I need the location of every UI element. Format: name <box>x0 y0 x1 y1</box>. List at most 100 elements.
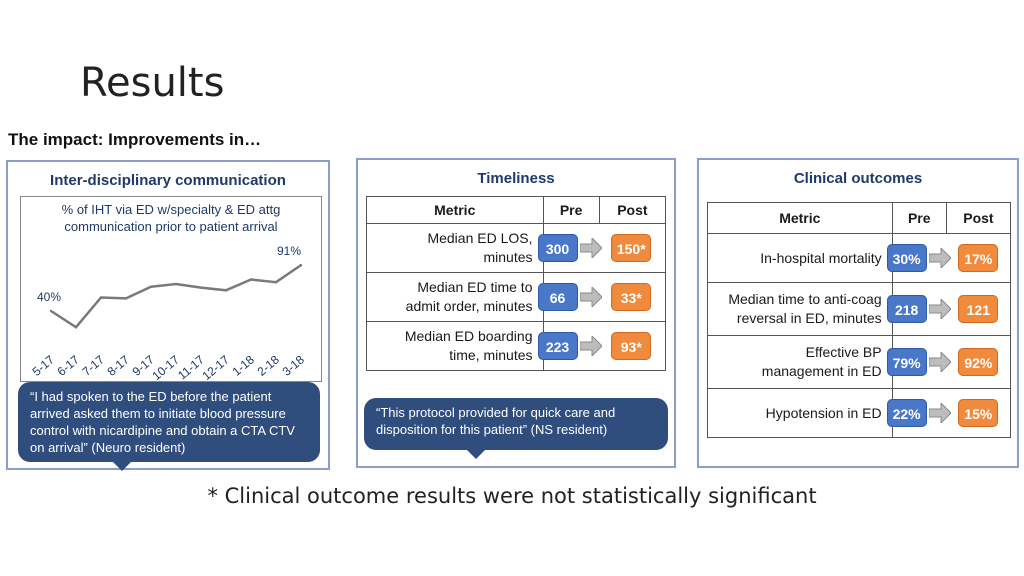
post-value-badge: 92% <box>958 348 999 376</box>
line-chart: 5-176-177-178-179-1710-1711-1712-171-182… <box>30 244 308 381</box>
communication-quote: “I had spoken to the ED before the patie… <box>18 382 320 462</box>
post-value-badge: 93* <box>611 332 652 360</box>
x-tick-label: 1-18 <box>230 352 258 378</box>
chart-caption-line2: communication prior to patient arrival <box>64 219 278 234</box>
clinical-metric: Effective BP management in ED <box>707 335 893 389</box>
communication-chart-frame: % of IHT via ED w/specialty & ED attg co… <box>20 196 322 382</box>
clinical-header-pre: Pre <box>891 202 947 234</box>
metric-line: Hypotension in ED <box>765 404 882 421</box>
data-point <box>49 309 53 313</box>
timeliness-pre-cell: 66 <box>537 272 602 322</box>
data-label: 91% <box>277 244 301 258</box>
timeliness-quote: “This protocol provided for quick care a… <box>364 398 668 450</box>
timeliness-metric: Median ED time to admit order, minutes <box>366 272 544 322</box>
clinical-metric: Median time to anti-coag reversal in ED, … <box>707 282 893 336</box>
metric-line: time, minutes <box>449 347 533 363</box>
timeliness-metric: Median ED boarding time, minutes <box>366 321 544 371</box>
data-point <box>274 281 278 284</box>
metric-line: reversal in ED, minutes <box>736 310 882 326</box>
clinical-metric: In-hospital mortality <box>707 233 893 283</box>
pre-value-badge: 218 <box>886 295 927 323</box>
x-tick-label: 7-17 <box>80 352 108 378</box>
pre-value-badge: 79% <box>886 348 927 376</box>
timeliness-pre-cell: 300 <box>537 223 602 273</box>
right-arrow-icon <box>579 287 602 307</box>
communication-title: Inter-disciplinary communication <box>50 172 286 189</box>
metric-line: minutes <box>483 249 533 265</box>
timeliness-row: Median ED time to admit order, minutes 66… <box>366 272 667 322</box>
x-tick-label: 8-17 <box>105 352 133 378</box>
timeliness-header-row: Metric Pre Post <box>366 196 667 224</box>
communication-panel: Inter-disciplinary communication % of IH… <box>6 160 330 471</box>
metric-line: management in ED <box>761 363 882 379</box>
metric-line: Effective BP <box>805 344 882 360</box>
data-point <box>174 282 178 286</box>
metric-line: admit order, minutes <box>405 298 533 314</box>
post-value-badge: 15% <box>958 399 999 427</box>
pre-value-badge: 300 <box>537 234 578 262</box>
clinical-title: Clinical outcomes <box>793 170 923 187</box>
series-line <box>50 264 302 329</box>
timeliness-header-pre: Pre <box>542 196 600 224</box>
pre-value-badge: 30% <box>886 244 927 272</box>
clinical-post-cell: 17% <box>946 233 1012 283</box>
clinical-table: Metric Pre Post In-hospital mortality 30… <box>707 202 1012 438</box>
clinical-pre-cell: 30% <box>886 233 951 283</box>
chart-caption-line1: % of IHT via ED w/specialty & ED attg <box>61 202 281 217</box>
data-point <box>299 263 303 267</box>
metric-line: Median ED time to <box>417 279 533 295</box>
timeliness-post-cell: 150* <box>599 223 667 273</box>
timeliness-post-cell: 93* <box>599 321 667 371</box>
clinical-row: Median time to anti-coag reversal in ED, … <box>707 282 1012 336</box>
timeliness-title: Timeliness <box>477 170 555 187</box>
data-point <box>74 326 78 329</box>
clinical-row: Effective BP management in ED 79% 92% <box>707 335 1012 389</box>
timeliness-row: Median ED boarding time, minutes 223 93* <box>366 321 667 371</box>
chart-caption: % of IHT via ED w/specialty & ED attg co… <box>21 201 321 235</box>
post-value-badge: 150* <box>611 234 652 262</box>
clinical-row: Hypotension in ED 22% 15% <box>707 388 1012 438</box>
right-arrow-icon <box>579 336 602 356</box>
footnote: * Clinical outcome results were not stat… <box>207 484 817 508</box>
timeliness-metric: Median ED LOS, minutes <box>366 223 544 273</box>
post-value-badge: 33* <box>611 283 652 311</box>
clinical-panel: Clinical outcomes Metric Pre Post In-hos… <box>697 158 1019 468</box>
right-arrow-icon <box>928 403 951 423</box>
clinical-post-cell: 15% <box>946 388 1012 438</box>
x-tick-label: 12-17 <box>199 352 232 381</box>
pre-value-badge: 22% <box>886 399 927 427</box>
data-point <box>249 278 253 281</box>
pre-value-badge: 223 <box>537 332 578 360</box>
clinical-pre-cell: 79% <box>886 335 951 389</box>
x-tick-label: 5-17 <box>30 352 58 378</box>
timeliness-header-metric: Metric <box>366 196 544 224</box>
clinical-metric: Hypotension in ED <box>707 388 893 438</box>
x-tick-label: 10-17 <box>149 352 182 381</box>
timeliness-row: Median ED LOS, minutes 300 150* <box>366 223 667 273</box>
slide-title: Results <box>80 60 225 106</box>
clinical-pre-cell: 218 <box>886 282 951 336</box>
clinical-post-cell: 92% <box>946 335 1012 389</box>
metric-line: Median ED boarding <box>404 328 533 344</box>
post-value-badge: 121 <box>958 295 999 323</box>
data-point <box>149 285 153 288</box>
pre-value-badge: 66 <box>537 283 578 311</box>
timeliness-header-post: Post <box>598 196 667 224</box>
data-point <box>124 297 128 300</box>
slide-subtitle: The impact: Improvements in… <box>8 130 262 149</box>
data-point <box>99 296 103 299</box>
clinical-pre-cell: 22% <box>886 388 951 438</box>
x-tick-label: 6-17 <box>55 352 83 378</box>
x-tick-label: 2-18 <box>255 352 283 378</box>
clinical-post-cell: 121 <box>946 282 1012 336</box>
right-arrow-icon <box>928 299 951 319</box>
data-label: 40% <box>37 290 61 304</box>
timeliness-panel: Timeliness Metric Pre Post Median ED LOS… <box>356 158 676 468</box>
metric-line: In-hospital mortality <box>760 249 882 266</box>
metric-line: Median ED LOS, <box>427 230 533 246</box>
timeliness-pre-cell: 223 <box>537 321 602 371</box>
right-arrow-icon <box>928 248 951 268</box>
communication-quote-tail <box>112 461 132 471</box>
data-point <box>224 289 228 292</box>
timeliness-post-cell: 33* <box>599 272 667 322</box>
